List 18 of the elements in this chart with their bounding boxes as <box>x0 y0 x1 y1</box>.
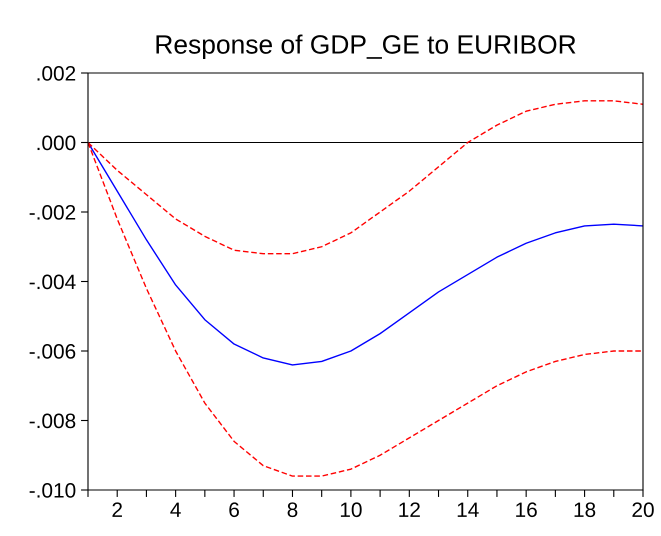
chart-title: Response of GDP_GE to EURIBOR <box>156 34 576 60</box>
x-tick-label: 10 <box>340 502 362 518</box>
x-tick-label: 4 <box>170 502 181 517</box>
x-tick-label: 12 <box>399 502 420 517</box>
x-tick-label: 2 <box>112 502 122 517</box>
y-tick-label: -.006 <box>30 344 76 359</box>
x-tick-label: 14 <box>458 502 479 517</box>
y-tick-label: -.002 <box>30 205 76 220</box>
x-tick-label: 18 <box>574 502 596 518</box>
y-tick-label: -.008 <box>30 414 76 428</box>
x-tick-label: 16 <box>516 502 537 518</box>
x-tick-label: 20 <box>632 502 654 518</box>
y-tick-label: .002 <box>38 66 76 81</box>
x-tick-label: 6 <box>229 502 239 518</box>
y-tick-label: -.004 <box>30 274 76 290</box>
y-tick-label: -.010 <box>30 483 76 498</box>
x-tick-label: 8 <box>288 502 298 518</box>
y-tick-label: .000 <box>38 136 76 150</box>
